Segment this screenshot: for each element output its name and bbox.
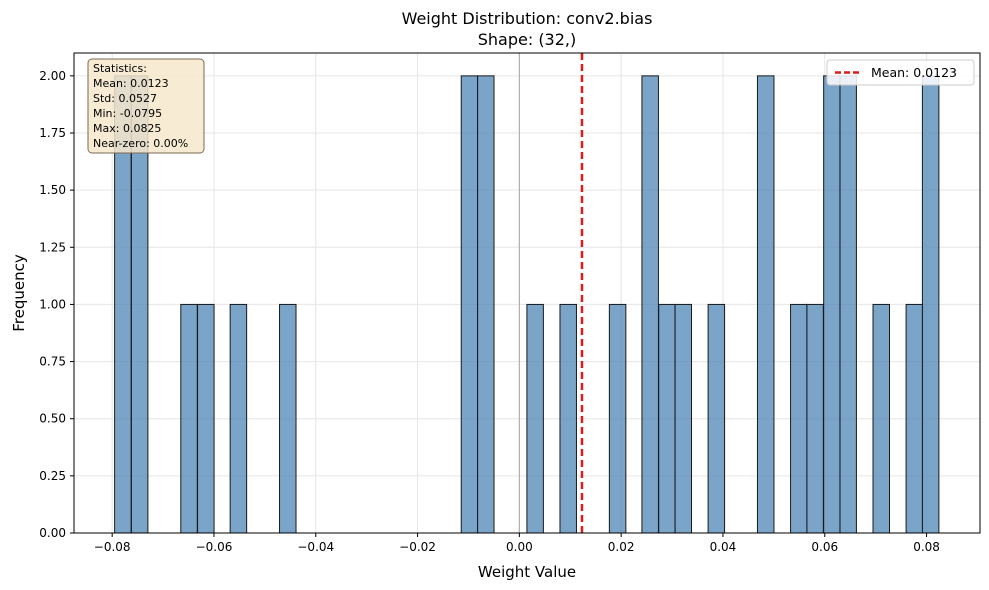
histogram-bar [608,303,627,534]
histogram-bar [180,303,198,534]
stats-line-max: Max: 0.0825 [93,122,161,135]
y-tick-label: 1.75 [39,126,66,140]
histogram-bar [707,303,726,534]
x-tick-label: 0.06 [811,540,838,554]
histogram-bar [839,75,857,534]
y-tick-label: 0.75 [39,355,66,369]
stats-line-mean: Mean: 0.0123 [93,77,169,90]
y-axis-label: Frequency [10,254,28,332]
x-tick-label: −0.02 [399,540,436,554]
x-tick-label: −0.08 [94,540,131,554]
x-tick-label: 0.02 [608,540,635,554]
histogram-bar [641,75,659,534]
legend-entry-mean: Mean: 0.0123 [871,65,957,80]
histogram-bar [197,303,215,534]
x-tick-label: 0.04 [710,540,737,554]
histogram-bar [229,303,248,534]
y-tick-label: 0.50 [39,412,66,426]
y-tick-label: 1.25 [39,240,66,254]
y-tick-label: 1.00 [39,297,66,311]
stats-line-title: Statistics: [93,62,147,75]
statistics-box-background [87,58,205,154]
histogram-bar [658,303,676,534]
chart-title: Weight Distribution: conv2.bias [402,9,653,28]
plot-frame [73,52,981,534]
legend-frame [826,59,975,86]
histogram-bar [872,303,891,534]
stats-line-std: Std: 0.0527 [93,92,157,105]
histogram-bar [756,75,775,534]
statistics-box: Statistics: Mean: 0.0123 Std: 0.0527 Min… [87,58,205,154]
x-axis-ticks: −0.08 −0.06 −0.04 −0.02 0.00 0.02 0.04 0.06 0.08 [94,533,940,554]
histogram-bar [674,303,693,534]
x-tick-label: 0.08 [913,540,940,554]
y-tick-label: 2.00 [39,69,66,83]
histogram-bar [823,75,841,534]
stats-line-near-zero: Near-zero: 0.00% [93,137,188,150]
histogram-bar [477,75,495,534]
stats-line-min: Min: -0.0795 [93,107,162,120]
reference-lines [518,53,584,533]
histogram-bar [559,303,577,534]
histogram-bar [905,303,924,534]
legend: Mean: 0.0123 [826,59,975,86]
x-tick-label: 0.00 [506,540,533,554]
y-tick-label: 0.00 [39,526,66,540]
x-tick-label: −0.06 [196,540,233,554]
histogram-bar [806,303,824,534]
histogram-bar [526,303,544,534]
histogram-bar [460,75,479,534]
y-tick-label: 0.25 [39,469,66,483]
histogram-bar [279,303,297,534]
histogram-bar [921,75,940,534]
y-axis-ticks: 0.00 0.25 0.50 0.75 1.00 1.25 1.50 1.75 2.00 [39,69,74,540]
bars [114,75,940,534]
histogram-bar [790,303,808,534]
chart-subtitle: Shape: (32,) [478,30,577,49]
x-axis-label: Weight Value [478,563,576,581]
x-tick-label: −0.04 [297,540,334,554]
y-tick-label: 1.50 [39,183,66,197]
